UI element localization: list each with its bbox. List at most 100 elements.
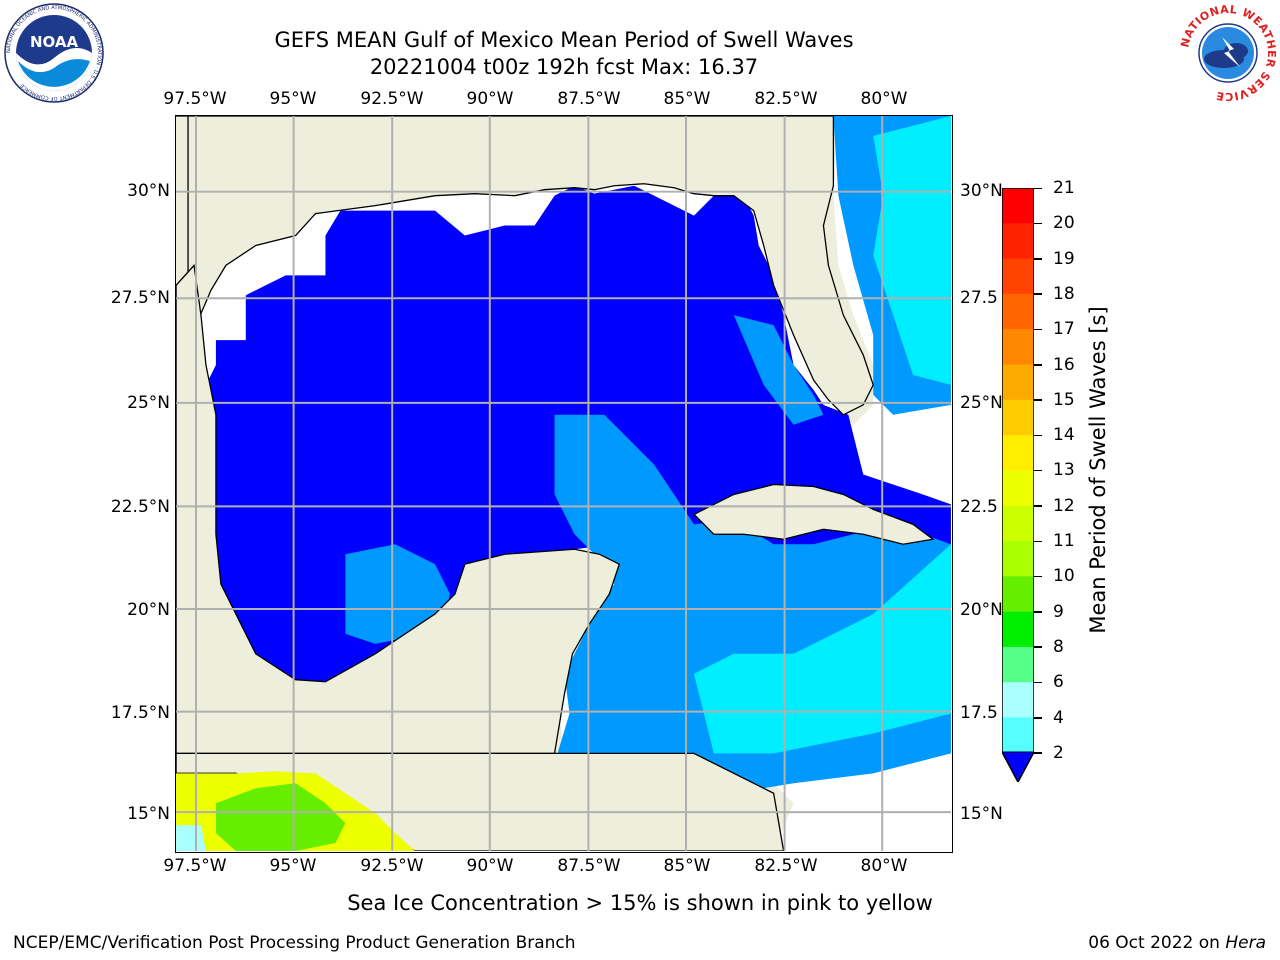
- footer-credit: NCEP/EMC/Verification Post Processing Pr…: [13, 933, 576, 953]
- swell-field-4-6s: [733, 315, 824, 425]
- colorbar-tick-label: 12: [1053, 495, 1075, 516]
- lon-tick-top: 85°W: [663, 89, 711, 109]
- colorbar-tick-label: 11: [1053, 531, 1075, 551]
- colorbar-frame: [1001, 187, 1035, 784]
- colorbar-tick-mark: [1034, 717, 1042, 719]
- colorbar-tick-mark: [1034, 575, 1042, 578]
- colorbar-tick-mark: [1034, 222, 1042, 225]
- land-west-coast: [175, 263, 621, 755]
- sea-ice-field: [176, 825, 206, 851]
- colorbar-tick-label: 17: [1053, 319, 1075, 340]
- lat-tick-left: 27.5°N: [110, 288, 170, 308]
- lon-tick-bottom: 87.5°W: [557, 856, 621, 876]
- colorbar-swatch: [1002, 717, 1034, 754]
- colorbar-tick-mark: [1034, 293, 1042, 295]
- swell-field-6-8s: [693, 544, 951, 754]
- colorbar-tick-mark: [1034, 399, 1042, 401]
- colorbar-tick-label: 14: [1053, 425, 1075, 446]
- colorbar-tick-mark: [1034, 258, 1042, 260]
- lat-tick-left: 20°N: [127, 600, 170, 620]
- graticule: [176, 116, 951, 851]
- footer-date: 06 Oct 2022 on Hera: [1088, 933, 1266, 953]
- lon-tick-top: 97.5°W: [163, 89, 227, 109]
- colorbar-tick-label: 19: [1053, 248, 1075, 269]
- lon-tick-top: 92.5°W: [360, 89, 424, 109]
- lon-tick-bottom: 95°W: [269, 856, 317, 876]
- map-title: GEFS MEAN Gulf of Mexico Mean Period of …: [274, 28, 854, 52]
- colorbar-tick-mark: [1034, 469, 1042, 472]
- lat-tick-left: 25°N: [127, 393, 170, 413]
- colorbar-tick-label: 4: [1053, 707, 1064, 728]
- lat-tick-right: 20°N: [960, 600, 1003, 620]
- colorbar-tick-label: 6: [1053, 672, 1064, 693]
- lat-tick-right: 27.5: [960, 288, 998, 308]
- lon-tick-top: 87.5°W: [557, 89, 621, 109]
- noaa-logo: NATIONAL OCEANIC AND ATMOSPHERIC ADMINIS…: [4, 3, 104, 103]
- svg-text:NOAA: NOAA: [30, 33, 79, 51]
- colorbar-tick-mark: [1034, 611, 1042, 613]
- colorbar-swatch: [1002, 505, 1034, 542]
- colorbar-swatch: [1002, 188, 1034, 224]
- lon-tick-bottom: 97.5°W: [163, 856, 227, 876]
- lon-tick-top: 80°W: [860, 89, 908, 109]
- colorbar-swatch: [1002, 223, 1034, 260]
- colorbar-tick-mark: [1034, 364, 1042, 366]
- colorbar-swatch: [1002, 364, 1034, 401]
- lon-tick-bottom: 85°W: [663, 856, 711, 876]
- lon-tick-top: 95°W: [269, 89, 317, 109]
- colorbar-tick-mark: [1034, 540, 1042, 542]
- lat-tick-right: 17.5: [960, 703, 998, 723]
- colorbar: [1001, 187, 1035, 784]
- swell-field-6-8s: [873, 116, 951, 385]
- lat-tick-left: 17.5°N: [110, 703, 170, 723]
- colorbar-swatch: [1002, 258, 1034, 295]
- colorbar-swatches: [1001, 187, 1035, 784]
- colorbar-tick-mark: [1034, 187, 1042, 189]
- colorbar-tick-label: 21: [1053, 178, 1075, 198]
- colorbar-extend-arrow: [1001, 751, 1035, 784]
- colorbar-swatch: [1002, 646, 1034, 683]
- swell-field-4-6s: [345, 544, 450, 644]
- land-cuba: [692, 483, 935, 545]
- colorbar-tick-mark: [1034, 681, 1042, 684]
- colorbar-tick-mark: [1034, 434, 1042, 437]
- lat-tick-left: 15°N: [127, 804, 170, 824]
- lon-tick-bottom: 90°W: [466, 856, 514, 876]
- colorbar-label: Mean Period of Swell Waves [s]: [1086, 306, 1110, 634]
- colorbar-tick-label: 2: [1053, 742, 1064, 763]
- map-subtitle: 20221004 t00z 192h fcst Max: 16.37: [369, 55, 759, 79]
- colorbar-tick-mark: [1034, 505, 1042, 507]
- sea-ice-note: Sea Ice Concentration > 15% is shown in …: [347, 891, 933, 915]
- colorbar-tick-label: 18: [1053, 283, 1075, 304]
- colorbar-tick-label: 15: [1053, 389, 1075, 410]
- lat-tick-left: 30°N: [127, 181, 170, 201]
- colorbar-swatch: [1002, 682, 1034, 718]
- colorbar-tick-label: 16: [1053, 354, 1075, 375]
- colorbar-swatch: [1002, 399, 1034, 436]
- colorbar-tick-label: 20: [1053, 213, 1075, 234]
- colorbar-swatch: [1002, 576, 1034, 613]
- colorbar-tick-label: 13: [1053, 460, 1075, 481]
- swell-period-map: [175, 115, 951, 852]
- nws-logo: NATIONAL WEATHER SERVICE: [1178, 3, 1278, 103]
- colorbar-tick-mark: [1034, 646, 1042, 648]
- lon-tick-top: 82.5°W: [754, 89, 818, 109]
- lat-tick-right: 22.5: [960, 497, 998, 517]
- colorbar-swatch: [1002, 293, 1034, 330]
- colorbar-tick-label: 8: [1053, 636, 1064, 657]
- lat-tick-right: 25°N: [960, 393, 1003, 413]
- lat-tick-left: 22.5°N: [110, 497, 170, 517]
- lon-tick-bottom: 82.5°W: [754, 856, 818, 876]
- lon-tick-bottom: 92.5°W: [360, 856, 424, 876]
- colorbar-swatch: [1002, 329, 1034, 365]
- footer-date-text: 06 Oct 2022 on: [1088, 933, 1226, 953]
- colorbar-swatch: [1002, 541, 1034, 577]
- lat-tick-right: 15°N: [960, 804, 1003, 824]
- colorbar-tick-mark: [1034, 752, 1042, 754]
- colorbar-tick-label: 10: [1053, 566, 1075, 587]
- colorbar-tick-label: 9: [1053, 601, 1064, 622]
- colorbar-swatch: [1002, 611, 1034, 648]
- colorbar-swatch: [1002, 470, 1034, 507]
- lon-tick-bottom: 80°W: [860, 856, 908, 876]
- map-panel: [175, 115, 953, 853]
